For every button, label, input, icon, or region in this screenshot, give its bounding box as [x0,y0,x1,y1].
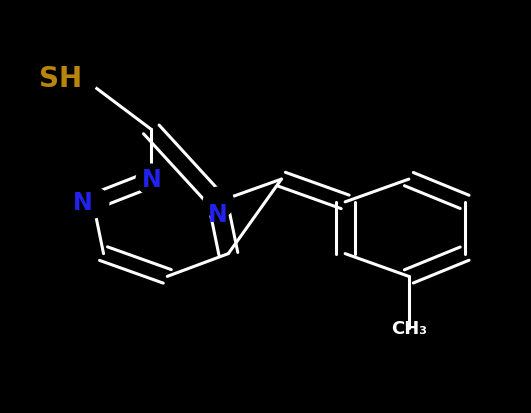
Text: N: N [73,190,93,214]
Text: SH: SH [39,64,82,93]
Text: N: N [208,202,228,226]
Text: N: N [141,168,161,192]
Text: CH₃: CH₃ [391,319,427,337]
